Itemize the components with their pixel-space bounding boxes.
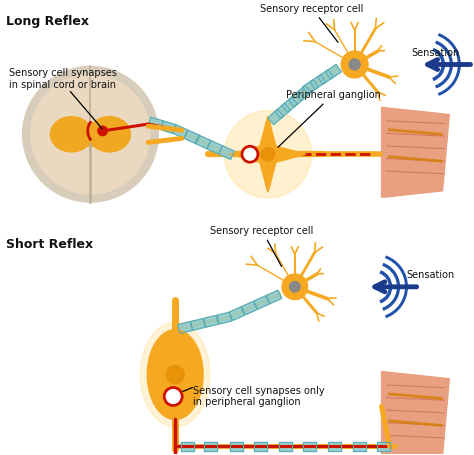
Circle shape [31, 76, 150, 195]
Polygon shape [288, 92, 304, 107]
Polygon shape [217, 313, 232, 324]
Text: Long Reflex: Long Reflex [6, 15, 89, 28]
Circle shape [98, 127, 108, 136]
Circle shape [166, 366, 184, 384]
Polygon shape [230, 442, 243, 451]
Text: Sensation: Sensation [406, 269, 455, 279]
Text: Sensory cell synapses
in spinal cord or brain: Sensory cell synapses in spinal cord or … [9, 68, 117, 90]
Polygon shape [204, 316, 219, 328]
Circle shape [242, 147, 258, 163]
Polygon shape [207, 141, 222, 155]
Polygon shape [181, 442, 193, 451]
Polygon shape [219, 147, 234, 160]
Circle shape [23, 67, 158, 202]
Polygon shape [280, 442, 292, 451]
Polygon shape [230, 117, 306, 192]
Polygon shape [268, 110, 283, 125]
Circle shape [349, 60, 360, 71]
Polygon shape [328, 442, 341, 451]
Circle shape [290, 282, 300, 293]
Text: Peripheral ganglion: Peripheral ganglion [278, 90, 381, 148]
Ellipse shape [81, 123, 100, 147]
Ellipse shape [140, 323, 210, 427]
Circle shape [341, 52, 368, 79]
Circle shape [164, 388, 182, 405]
Polygon shape [195, 136, 211, 149]
Text: Sensory receptor cell: Sensory receptor cell [210, 226, 313, 267]
Circle shape [224, 111, 311, 198]
Text: Sensation: Sensation [411, 47, 459, 57]
Polygon shape [377, 442, 390, 451]
Polygon shape [295, 86, 311, 101]
Polygon shape [303, 442, 316, 451]
Text: Sensory cell synapses only
in peripheral ganglion: Sensory cell synapses only in peripheral… [193, 384, 325, 406]
Polygon shape [310, 76, 326, 90]
Circle shape [282, 274, 308, 300]
Circle shape [261, 148, 275, 162]
Polygon shape [161, 121, 175, 134]
Polygon shape [241, 302, 257, 315]
Polygon shape [318, 71, 333, 85]
Polygon shape [302, 81, 319, 95]
Ellipse shape [50, 117, 92, 152]
Polygon shape [254, 296, 269, 310]
Polygon shape [184, 131, 200, 144]
Polygon shape [353, 442, 365, 451]
Polygon shape [382, 108, 449, 197]
Ellipse shape [89, 117, 130, 152]
Polygon shape [254, 442, 267, 451]
Polygon shape [282, 98, 298, 113]
Polygon shape [266, 291, 282, 304]
Polygon shape [148, 118, 163, 130]
Polygon shape [382, 372, 449, 455]
Polygon shape [147, 330, 203, 420]
Polygon shape [229, 307, 245, 321]
Polygon shape [191, 319, 205, 331]
Polygon shape [172, 126, 188, 139]
Polygon shape [178, 322, 192, 334]
Text: Sensory receptor cell: Sensory receptor cell [260, 4, 363, 43]
Polygon shape [275, 104, 291, 119]
Polygon shape [204, 442, 218, 451]
Text: Short Reflex: Short Reflex [6, 238, 93, 250]
Polygon shape [326, 65, 341, 80]
